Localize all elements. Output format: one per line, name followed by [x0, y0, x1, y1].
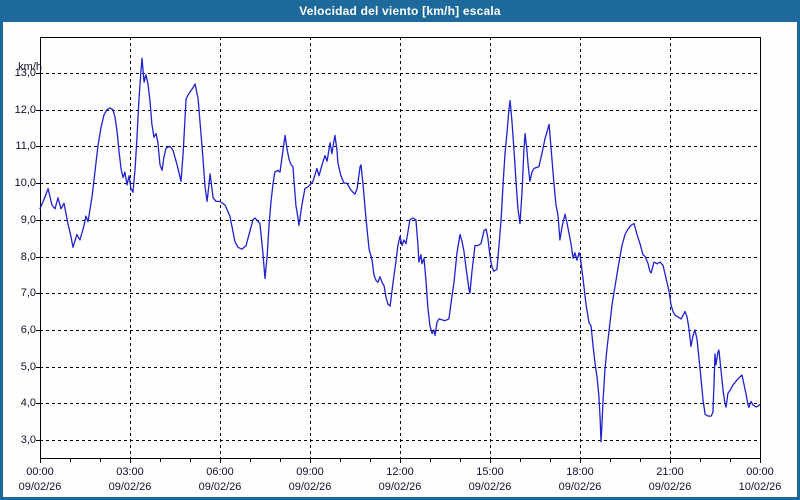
- x-axis-time-label: 12:00: [386, 466, 414, 478]
- x-axis-date-label: 09/02/26: [558, 481, 602, 493]
- y-axis-unit-label: km/h: [18, 61, 42, 73]
- x-axis-time-label: 21:00: [656, 466, 684, 478]
- x-axis-date-label: 09/02/26: [378, 481, 422, 493]
- y-axis-tick-label: 10,0: [14, 176, 36, 189]
- y-axis-tick-label: 13,0: [14, 66, 36, 79]
- y-axis-tick-label: 4,0: [20, 396, 36, 409]
- y-axis-tick-label: 8,0: [20, 250, 36, 263]
- plot-canvas: [36, 37, 761, 463]
- plot-border: [40, 37, 761, 459]
- y-axis-tick-label: 3,0: [20, 433, 36, 446]
- y-axis-tick-label: 12,0: [14, 103, 36, 116]
- x-axis-time-label: 03:00: [116, 466, 144, 478]
- x-axis-date-label: 09/02/26: [18, 481, 62, 493]
- chart-title: Velocidad del viento [km/h] escala: [299, 4, 501, 18]
- x-axis-date-label: 10/02/26: [738, 481, 782, 493]
- y-axis-tick-label: 7,0: [20, 286, 36, 299]
- y-axis-tick-label: 11,0: [15, 139, 36, 152]
- x-axis-time-label: 06:00: [206, 466, 234, 478]
- x-axis-time-label: 00:00: [26, 466, 54, 478]
- x-axis-time-label: 15:00: [476, 466, 504, 478]
- title-bar: Velocidad del viento [km/h] escala: [0, 0, 800, 22]
- x-axis-date-label: 09/02/26: [468, 481, 512, 493]
- wind-speed-series-line: [39, 57, 761, 443]
- x-axis-date-label: 09/02/26: [648, 481, 692, 493]
- x-axis-date-label: 09/02/26: [288, 481, 332, 493]
- x-axis-time-label: 18:00: [566, 466, 594, 478]
- chart-area: km/h 13,0 12,0 11,0 10,0 9,0 8,0 7,0 6,0 5,0 4,0 3…: [0, 22, 800, 500]
- x-axis-date-label: 09/02/26: [108, 481, 152, 493]
- y-axis-tick-label: 5,0: [20, 360, 36, 373]
- x-axis-date-label: 09/02/26: [198, 481, 242, 493]
- x-axis-time-label: 09:00: [296, 466, 324, 478]
- x-axis-time-label: 00:00: [746, 466, 774, 478]
- y-axis-tick-label: 6,0: [20, 323, 36, 336]
- y-axis-tick-label: 9,0: [20, 213, 36, 226]
